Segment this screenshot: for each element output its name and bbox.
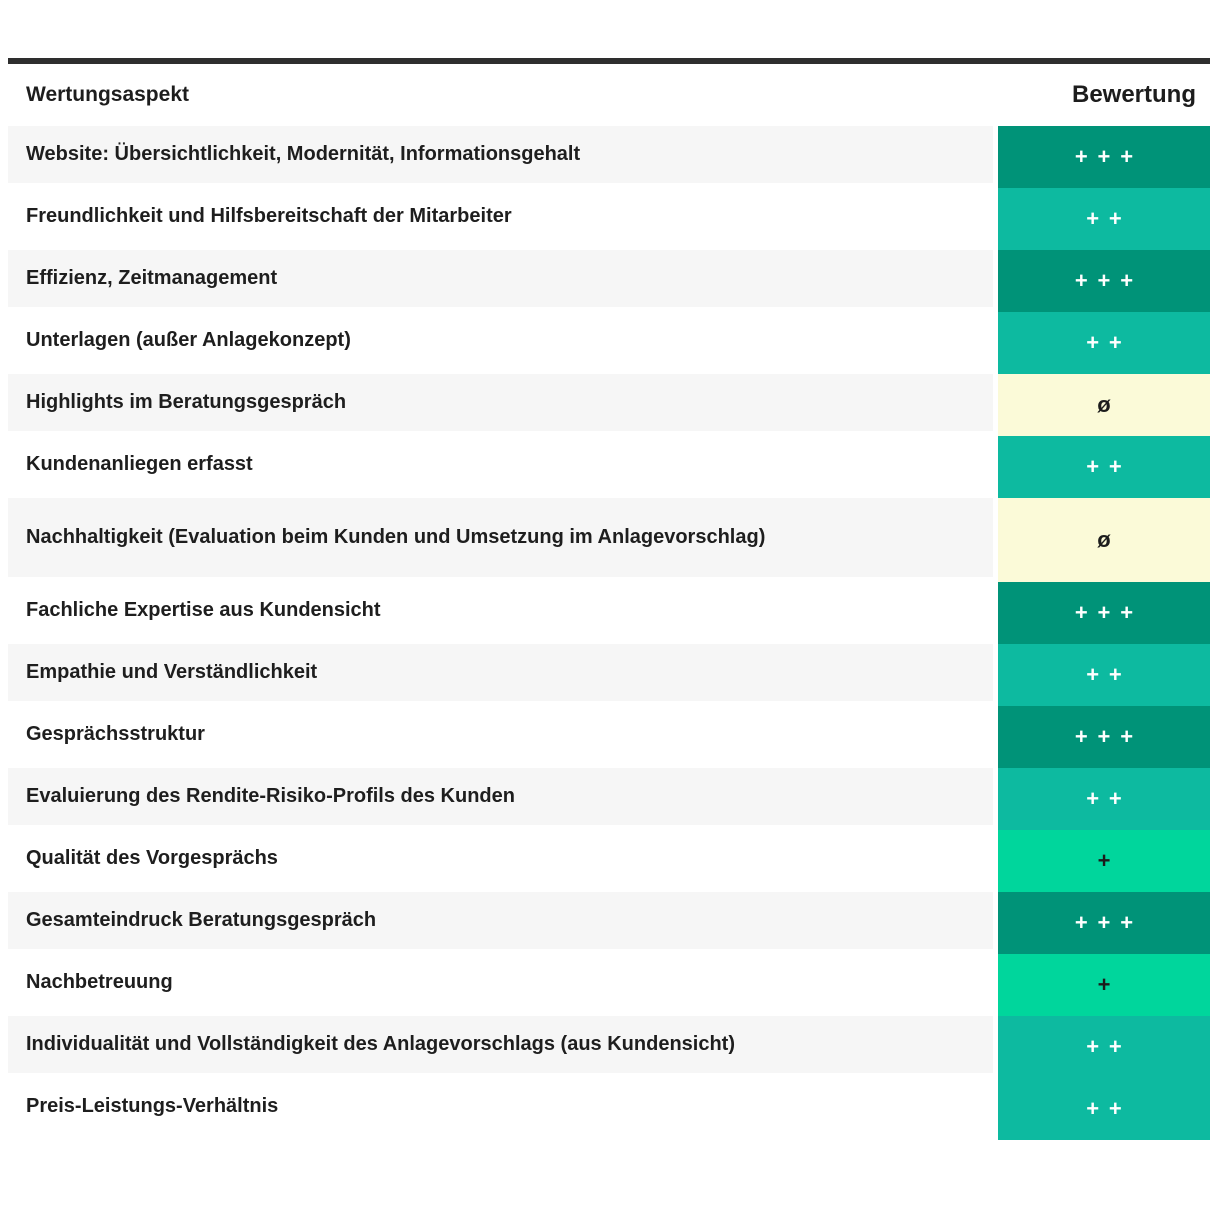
- aspect-cell: Nachbetreuung: [8, 954, 993, 1016]
- aspect-label: Kundenanliegen erfasst: [26, 453, 253, 475]
- table-row: Gesprächsstruktur +++: [8, 706, 1210, 768]
- aspect-cell: Freundlichkeit und Hilfsbereitschaft der…: [8, 188, 993, 250]
- rating-cell: ø: [998, 374, 1210, 436]
- table-row: Unterlagen (außer Anlagekonzept) ++: [8, 312, 1210, 374]
- rating-table: Wertungsaspekt Bewertung Website: Übersi…: [8, 58, 1210, 1140]
- table-row: Individualität und Vollständigkeit des A…: [8, 1016, 1210, 1078]
- table-body: Website: Übersichtlichkeit, Modernität, …: [8, 126, 1210, 1140]
- aspect-cell: Gesprächsstruktur: [8, 706, 993, 768]
- aspect-cell: Effizienz, Zeitmanagement: [8, 250, 993, 312]
- rating-cell: +++: [998, 892, 1210, 954]
- rating-cell: +: [998, 830, 1210, 892]
- table-row: Qualität des Vorgesprächs +: [8, 830, 1210, 892]
- aspect-cell: Fachliche Expertise aus Kundensicht: [8, 582, 993, 644]
- aspect-cell: Gesamteindruck Beratungsgespräch: [8, 892, 993, 954]
- rating-cell: ø: [998, 498, 1210, 582]
- table-header-row: Wertungsaspekt Bewertung: [8, 64, 1210, 126]
- rating-cell: +: [998, 954, 1210, 1016]
- table-row: Fachliche Expertise aus Kundensicht +++: [8, 582, 1210, 644]
- rating-cell: +++: [998, 706, 1210, 768]
- aspect-cell: Preis-Leistungs-Verhältnis: [8, 1078, 993, 1140]
- rating-cell: ++: [998, 644, 1210, 706]
- table-row: Empathie und Verständlichkeit ++: [8, 644, 1210, 706]
- table-row: Gesamteindruck Beratungsgespräch +++: [8, 892, 1210, 954]
- aspect-label: Freundlichkeit und Hilfsbereitschaft der…: [26, 205, 512, 227]
- aspect-label: Nachbetreuung: [26, 971, 173, 993]
- rating-cell: ++: [998, 188, 1210, 250]
- aspect-label: Evaluierung des Rendite-Risiko-Profils d…: [26, 785, 515, 807]
- table-row: Highlights im Beratungsgespräch ø: [8, 374, 1210, 436]
- column-header-rating: Bewertung: [1071, 81, 1196, 108]
- rating-cell: ++: [998, 436, 1210, 498]
- aspect-cell: Nachhaltigkeit (Evaluation beim Kunden u…: [8, 498, 993, 582]
- rating-cell: +++: [998, 126, 1210, 188]
- rating-cell: ++: [998, 312, 1210, 374]
- aspect-cell: Website: Übersichtlichkeit, Modernität, …: [8, 126, 993, 188]
- column-header-aspect: Wertungsaspekt: [26, 83, 189, 106]
- rating-cell: ++: [998, 1078, 1210, 1140]
- top-divider-rule: [8, 58, 1210, 64]
- aspect-label: Unterlagen (außer Anlagekonzept): [26, 329, 351, 351]
- aspect-label: Preis-Leistungs-Verhältnis: [26, 1095, 279, 1117]
- aspect-label: Individualität und Vollständigkeit des A…: [26, 1033, 735, 1055]
- aspect-cell: Kundenanliegen erfasst: [8, 436, 993, 498]
- table-row: Evaluierung des Rendite-Risiko-Profils d…: [8, 768, 1210, 830]
- aspect-label: Qualität des Vorgesprächs: [26, 847, 278, 869]
- table-row: Website: Übersichtlichkeit, Modernität, …: [8, 126, 1210, 188]
- aspect-cell: Qualität des Vorgesprächs: [8, 830, 993, 892]
- aspect-cell: Evaluierung des Rendite-Risiko-Profils d…: [8, 768, 993, 830]
- rating-cell: ++: [998, 768, 1210, 830]
- table-row: Nachbetreuung +: [8, 954, 1210, 1016]
- rating-cell: ++: [998, 1016, 1210, 1078]
- table-row: Kundenanliegen erfasst ++: [8, 436, 1210, 498]
- table-row: Effizienz, Zeitmanagement +++: [8, 250, 1210, 312]
- table-row: Nachhaltigkeit (Evaluation beim Kunden u…: [8, 498, 1210, 582]
- aspect-cell: Individualität und Vollständigkeit des A…: [8, 1016, 993, 1078]
- aspect-cell: Highlights im Beratungsgespräch: [8, 374, 993, 436]
- rating-cell: +++: [998, 582, 1210, 644]
- table-row: Preis-Leistungs-Verhältnis ++: [8, 1078, 1210, 1140]
- aspect-label: Effizienz, Zeitmanagement: [26, 267, 278, 289]
- aspect-label: Highlights im Beratungsgespräch: [26, 391, 347, 413]
- aspect-cell: Empathie und Verständlichkeit: [8, 644, 993, 706]
- aspect-label: Nachhaltigkeit (Evaluation beim Kunden u…: [26, 526, 766, 548]
- aspect-label: Website: Übersichtlichkeit, Modernität, …: [26, 143, 581, 165]
- table-row: Freundlichkeit und Hilfsbereitschaft der…: [8, 188, 1210, 250]
- aspect-label: Gesamteindruck Beratungsgespräch: [26, 909, 377, 931]
- aspect-label: Fachliche Expertise aus Kundensicht: [26, 599, 381, 621]
- aspect-label: Gesprächsstruktur: [26, 723, 205, 745]
- aspect-label: Empathie und Verständlichkeit: [26, 661, 318, 683]
- rating-cell: +++: [998, 250, 1210, 312]
- aspect-cell: Unterlagen (außer Anlagekonzept): [8, 312, 993, 374]
